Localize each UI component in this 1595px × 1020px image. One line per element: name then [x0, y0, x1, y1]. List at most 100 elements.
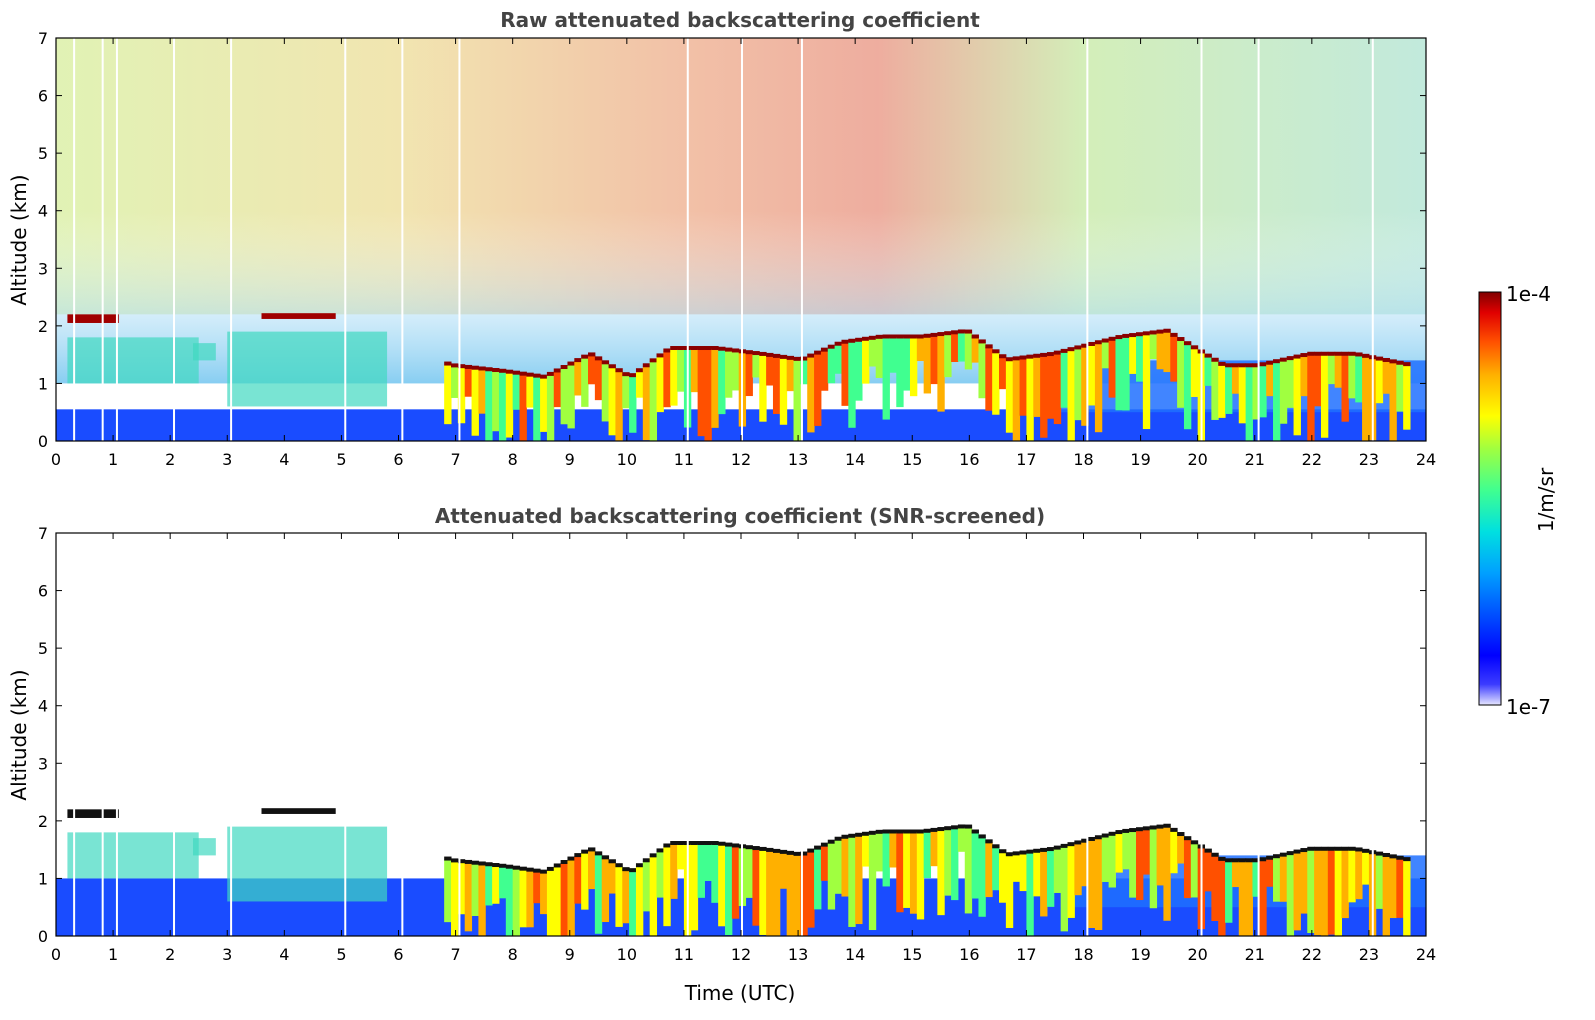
cloud-column	[957, 332, 966, 362]
cloud-top-edge	[1026, 354, 1034, 359]
cloud-top-edge	[670, 841, 678, 846]
cloud-top-edge	[1170, 827, 1178, 832]
cloud-column	[512, 868, 521, 936]
cloud-column	[656, 356, 664, 413]
cloud-column	[1074, 843, 1082, 896]
cloud-column	[731, 846, 740, 919]
cloud-column	[1040, 850, 1048, 917]
cloud-column	[1327, 354, 1336, 385]
cloud-column	[1266, 363, 1274, 397]
cloud-top-edge	[1088, 836, 1096, 841]
panel-raw-heatmap	[56, 38, 1426, 441]
cloud-top-edge	[862, 831, 870, 836]
cloud-column	[540, 872, 548, 915]
x-tick-label: 20	[1187, 945, 1207, 964]
cloud-top-edge	[923, 828, 932, 833]
x-tick-label: 16	[959, 945, 979, 964]
cloud-column	[581, 852, 589, 910]
cloud-top-edge	[793, 356, 801, 361]
cloud-column	[1060, 846, 1069, 932]
cloud-column	[1108, 339, 1116, 398]
cloud-top-edge	[1122, 333, 1130, 338]
data-gap	[115, 533, 118, 936]
cloud-column	[677, 843, 685, 870]
cloud-top-edge	[492, 368, 500, 373]
cloud-column	[1334, 354, 1343, 388]
cloud-column	[1177, 834, 1185, 864]
cloud-column	[868, 833, 877, 931]
cloud-column	[1136, 830, 1144, 901]
cloud-top-edge	[471, 860, 479, 865]
cloud-column	[1094, 838, 1103, 930]
cloud-top-edge	[656, 848, 664, 853]
cloud-column	[629, 376, 637, 433]
cloud-column	[540, 377, 548, 432]
cloud-top-edge	[1033, 353, 1041, 358]
cloud-top-edge	[533, 373, 541, 378]
cloud-column	[752, 848, 760, 926]
panel-raw-ylabel: Altitude (km)	[7, 174, 31, 305]
cloud-top-edge	[889, 334, 897, 339]
cloud-column	[492, 865, 500, 904]
cloud-column	[848, 341, 856, 428]
cloud-column	[957, 827, 966, 852]
cloud-top-edge	[772, 848, 781, 853]
data-gap	[1086, 38, 1089, 441]
cloud-column	[978, 342, 986, 399]
cloud-top-edge	[875, 829, 884, 834]
cloud-top-edge	[1190, 840, 1199, 845]
cloud-column	[649, 856, 658, 936]
cloud-top-edge	[1026, 849, 1034, 854]
cloud-top-edge	[855, 337, 863, 342]
cloud-column	[779, 357, 788, 425]
cloud-column	[923, 336, 932, 394]
cloud-top-edge	[848, 338, 856, 343]
cloud-column	[1266, 858, 1274, 887]
cloud-column	[464, 862, 473, 932]
cloud-column	[916, 337, 925, 362]
cloud-top-edge	[1142, 331, 1151, 336]
cloud-top-edge	[1348, 351, 1356, 356]
colorbar-max-label: 1e-4	[1506, 282, 1551, 306]
cloud-top-edge	[642, 363, 651, 368]
cloud-column	[1245, 861, 1253, 936]
cloud-top-edge	[745, 845, 753, 850]
cloud-top-edge	[1334, 846, 1343, 851]
cloud-top-edge	[512, 370, 521, 375]
cloud-top-edge	[992, 349, 1000, 354]
cloud-top-edge	[1355, 352, 1363, 357]
x-tick-label: 7	[450, 945, 460, 964]
cloud-column	[909, 337, 918, 397]
cloud-column	[1183, 839, 1192, 899]
cloud-top-edge	[601, 855, 610, 860]
cloud-top-edge	[498, 368, 507, 373]
cloud-top-edge	[533, 868, 541, 873]
cloud-top-edge	[1012, 356, 1021, 361]
cloud-top-edge	[1094, 835, 1103, 840]
cloud-column	[759, 849, 767, 935]
cloud-column	[841, 342, 849, 406]
cloud-column	[1156, 827, 1164, 886]
cloud-column	[553, 866, 562, 936]
cloud-top-edge	[594, 851, 603, 856]
cloud-column	[697, 843, 705, 898]
aerosol-layer	[193, 343, 216, 361]
cloud-top-edge	[800, 851, 808, 856]
data-gap	[173, 533, 176, 936]
cloud-top-edge	[1273, 854, 1281, 859]
cloud-column	[820, 350, 829, 391]
cloud-column	[725, 350, 733, 398]
colorbar: 1e-4 1e-7 1/m/sr	[1478, 282, 1558, 719]
cloud-column	[622, 375, 630, 409]
cloud-top-edge	[1204, 353, 1212, 358]
x-tick-label: 23	[1359, 450, 1379, 469]
cloud-top-edge	[1019, 850, 1027, 855]
cloud-column	[827, 842, 836, 910]
cloud-top-edge	[601, 360, 610, 365]
cloud-column	[1156, 332, 1164, 370]
cloud-top-edge	[944, 826, 952, 831]
x-tick-label: 11	[674, 450, 694, 469]
x-tick-label: 3	[222, 945, 232, 964]
cloud-top-edge	[807, 353, 815, 358]
cloud-column	[444, 364, 452, 425]
